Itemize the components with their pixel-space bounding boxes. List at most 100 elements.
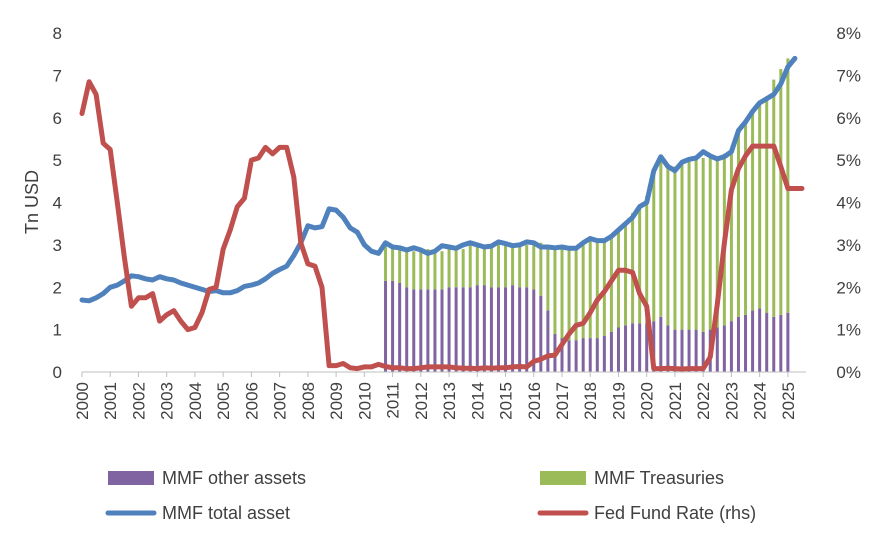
bar-other-assets <box>489 287 493 372</box>
y-tick-label: 3 <box>53 236 62 255</box>
legend: MMF other assets MMF Treasuries MMF tota… <box>105 468 756 523</box>
bar-treasuries <box>631 213 635 324</box>
y-tick-label: 6 <box>53 109 62 128</box>
bar-other-assets <box>475 285 479 372</box>
bar-treasuries <box>616 227 620 328</box>
bar-treasuries <box>758 102 762 309</box>
line-fed-fund-rate <box>79 79 805 372</box>
bar-other-assets <box>384 280 388 372</box>
bar-other-assets <box>447 287 451 372</box>
bar-other-assets <box>468 287 472 372</box>
bar-other-assets <box>511 285 515 372</box>
bar-treasuries <box>673 166 677 330</box>
bar-other-assets <box>751 310 755 372</box>
bar-other-assets <box>482 285 486 372</box>
bar-other-assets <box>673 329 677 372</box>
bar-treasuries <box>525 244 529 288</box>
y2-tick-label: 8% <box>836 24 861 43</box>
x-tick-label: 2005 <box>214 382 233 420</box>
bar-treasuries <box>729 151 733 322</box>
bar-other-assets <box>412 289 416 372</box>
bar-other-assets <box>765 312 769 372</box>
bar-other-assets <box>729 321 733 372</box>
bar-treasuries <box>539 242 543 296</box>
bar-treasuries <box>391 246 395 281</box>
bar-other-assets <box>588 338 592 372</box>
x-tick-label: 2024 <box>751 382 770 420</box>
bar-other-assets <box>391 280 395 372</box>
bar-treasuries <box>482 244 486 286</box>
bar-treasuries <box>560 246 564 339</box>
bar-treasuries <box>708 158 712 330</box>
legend-item-other-assets: MMF other assets <box>108 468 306 488</box>
bar-treasuries <box>595 240 599 339</box>
bar-other-assets <box>518 287 522 372</box>
bar-other-assets <box>758 308 762 372</box>
legend-swatch-treasuries <box>540 471 586 485</box>
x-axis-ticks: 2000 2001 2002 2003 2004 2005 2006 2007 2008 2009… <box>73 382 798 420</box>
x-tick-label: 2011 <box>384 382 403 419</box>
x-tick-label: 2021 <box>666 382 685 420</box>
x-tick-label: 2013 <box>440 382 459 420</box>
bar-treasuries <box>772 79 776 317</box>
bar-other-assets <box>504 287 508 372</box>
bar-other-assets <box>666 325 670 372</box>
bar-other-assets <box>722 325 726 372</box>
bar-treasuries <box>567 246 571 341</box>
bar-other-assets <box>687 329 691 372</box>
y2-tick-label: 3% <box>836 236 861 255</box>
bar-treasuries <box>581 240 585 339</box>
bar-other-assets <box>539 295 543 372</box>
bar-treasuries <box>489 244 493 288</box>
bar-other-assets <box>616 327 620 372</box>
bar-treasuries <box>447 246 451 288</box>
bar-other-assets <box>715 327 719 372</box>
y-axis-ticks: 0 1 2 3 4 5 6 7 8 <box>53 24 62 382</box>
bar-treasuries <box>779 69 783 315</box>
y2-tick-label: 4% <box>836 194 861 213</box>
bar-treasuries <box>468 244 472 288</box>
x-tick-label: 2003 <box>158 382 177 420</box>
bar-treasuries <box>694 158 698 330</box>
x-tick-label: 2023 <box>722 382 741 420</box>
x-tick-label: 2019 <box>610 382 629 420</box>
legend-label-fed-fund-rate: Fed Fund Rate (rhs) <box>594 503 756 523</box>
bar-treasuries <box>624 221 628 326</box>
legend-item-treasuries: MMF Treasuries <box>540 468 724 488</box>
bar-other-assets <box>631 323 635 372</box>
bar-other-assets <box>645 323 649 372</box>
bar-other-assets <box>560 338 564 372</box>
bar-other-assets <box>772 316 776 372</box>
x-tick-label: 2015 <box>497 382 516 420</box>
x-tick-label: 2018 <box>581 382 600 420</box>
legend-label-treasuries: MMF Treasuries <box>594 468 724 488</box>
bar-other-assets <box>624 325 628 372</box>
x-tick-label: 2000 <box>73 382 92 420</box>
bar-treasuries <box>384 244 388 281</box>
bar-treasuries <box>546 246 550 311</box>
y-tick-label: 4 <box>53 194 62 213</box>
x-tick-label: 2009 <box>327 382 346 420</box>
bar-treasuries <box>680 162 684 330</box>
bar-other-assets <box>419 289 423 372</box>
bar-treasuries <box>405 249 409 288</box>
legend-label-total-asset: MMF total asset <box>162 503 290 523</box>
bar-treasuries <box>701 158 705 332</box>
bar-treasuries <box>532 242 536 290</box>
bar-treasuries <box>398 246 402 284</box>
y-axis-title: Tn USD <box>22 170 42 234</box>
bar-treasuries <box>645 196 649 324</box>
legend-item-fed-fund-rate: Fed Fund Rate (rhs) <box>537 503 756 523</box>
bar-treasuries <box>504 244 508 288</box>
bar-other-assets <box>609 331 613 372</box>
x-tick-label: 2007 <box>271 382 290 420</box>
bar-treasuries <box>659 155 663 317</box>
bar-treasuries <box>412 251 416 290</box>
y-tick-label: 8 <box>53 24 62 43</box>
bar-other-assets <box>779 314 783 372</box>
bar-other-assets <box>525 287 529 372</box>
y2-tick-label: 7% <box>836 66 861 85</box>
legend-swatch-other-assets <box>108 471 154 485</box>
x-tick-label: 2020 <box>638 382 657 420</box>
bar-treasuries <box>744 121 748 315</box>
